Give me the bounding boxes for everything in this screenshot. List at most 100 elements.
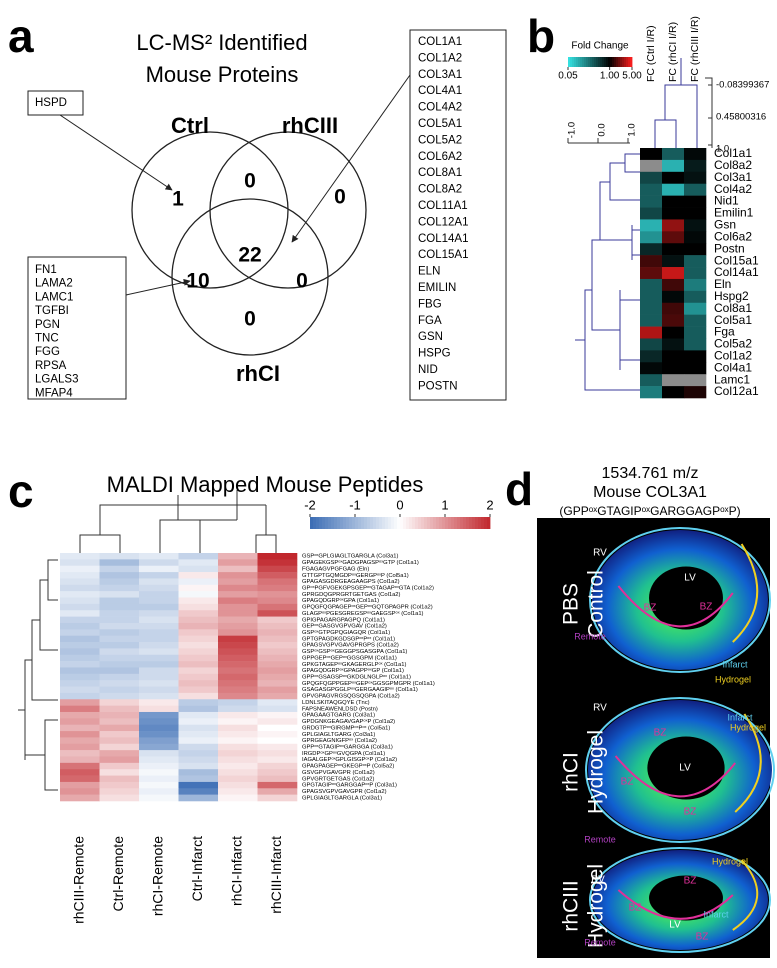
heatmap-cell [640,314,663,327]
protein-name: FGA [418,315,442,327]
row-label: GTTGPTGQMGDPᵒˣGERGPᵒˣP (Col5a1) [302,573,409,579]
colorbar-step [451,517,455,529]
heatmap-cell [178,572,219,579]
image-title: (GPPᵒˣGTAGIPᵒˣGARGGAGPᵒˣP) [559,504,740,518]
heatmap-cell [662,290,685,304]
row-label: Col3a1 [714,170,752,184]
heatmap-cell [662,148,685,161]
heatmap-cell [178,661,219,668]
heatmap-cell [178,553,219,560]
dendrogram [18,490,277,791]
heatmap-cell [139,762,179,770]
row-label: Col8a2 [714,158,752,172]
heatmap-cell [178,610,219,617]
row-label: IAGALGEPᵒˣGPLGISGPᵒˣP (Col1a2) [302,757,397,763]
protein-name: GSN [418,331,443,343]
heatmap-cell [218,775,258,783]
heatmap-cell [662,195,685,208]
heatmap-cell [662,171,685,185]
heatmap-cell [640,326,663,339]
heatmap-cell [99,711,140,719]
heatmap-cell [662,362,685,375]
panel-label: b [527,10,555,62]
heatmap-cell [60,635,100,643]
protein-name: TNC [35,333,59,345]
colorbar-step [310,517,314,529]
protein-name: COL8A2 [418,184,462,196]
heatmap-cell [178,750,219,757]
heatmap-cell [218,553,258,560]
lumen [649,566,723,630]
heatmap-cell [60,794,100,802]
colorbar-step [319,517,323,529]
colorbar-step [337,517,341,529]
heatmap-cell [257,762,298,770]
row-label: Col4a1 [714,360,752,374]
heatmap-cell [99,686,140,694]
heatmap-cell [139,769,179,776]
heatmap-cell [139,781,179,789]
colorbar-step [596,57,599,67]
colorbar-step [361,517,365,529]
colorbar-step [614,57,617,67]
colorbar-step [457,517,461,529]
row-label: GPRGEAGNIGFPᵒˣ (Col1a2) [302,738,377,744]
heatmap-cell [139,553,179,560]
heatmap-cell [218,743,258,751]
row-label: Col4a2 [714,182,752,196]
legend-title: Fold Change [571,41,629,52]
colorbar-step [424,517,428,529]
heatmap-cell [139,705,179,713]
row-label: FAPSNEAWENLDSD (Postn) [302,706,378,712]
chart-title: MALDI Mapped Mouse Peptides [107,472,424,497]
heatmap-cell [257,794,298,802]
panel-title: Mouse Proteins [146,62,299,87]
heatmap-cell [139,654,179,662]
heatmap-cell [257,622,298,630]
image-annotation: BZ [621,777,634,788]
heatmap-cell [218,737,258,745]
row-label: GEPᵒˣGASGVGPVGAV (Col1a2) [302,624,387,630]
colorbar-step [412,517,416,529]
row-label: Col14a1 [714,265,759,279]
arrow [59,114,173,191]
colorbar-tick-label: -2 [304,497,316,512]
colorbar-step [382,517,386,529]
image-annotation: LV [669,920,681,931]
arrow [291,74,411,243]
heatmap-cell [139,743,179,751]
heatmap-cell [662,243,685,256]
callout-boxes [27,29,507,401]
colorbar-step [367,517,371,529]
colorbar-step [600,57,603,67]
colorbar-step [391,517,395,529]
heatmap-cell [684,338,707,351]
colorbar-step [592,57,595,67]
heatmap-cell [60,597,100,605]
heatmap-cell [178,591,219,598]
heatmap-cell [60,603,100,611]
colorbar-step [436,517,440,529]
heatmap-cell [139,642,179,649]
colorbar-step [430,517,434,529]
heatmap-cell [640,338,663,351]
dendrogram-scale-label: -0.08399367 [716,80,769,91]
hydrogel-outline [732,543,759,643]
colorbar-step [610,57,613,67]
heatmap-cell [99,756,140,764]
heatmap-cell [662,183,685,196]
heatmap-cell [218,642,258,649]
heatmap-cell [178,781,219,789]
heatmap-cell [257,686,298,694]
row-label: Hspg2 [714,289,749,303]
colorbar-step [454,517,458,529]
heatmap-cell [662,207,685,220]
heatmap-cell [99,610,140,617]
heatmap-cell [99,673,140,681]
heatmap-cell [178,686,219,694]
heatmap-cell [640,219,663,232]
colorbar-step [568,57,571,67]
row-label: GPGTAGIPᵒˣGARGGAPᵒˣP (Col3a1) [302,783,397,789]
colorbar-step [409,517,413,529]
